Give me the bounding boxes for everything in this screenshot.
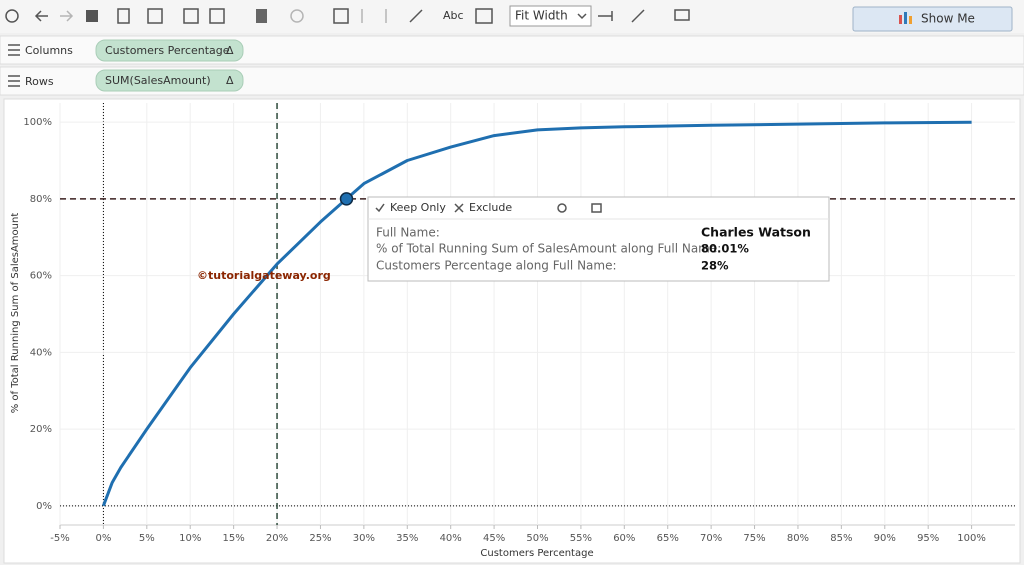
x-tick-label: 50% bbox=[526, 533, 548, 544]
shelf-label: Rows bbox=[25, 75, 54, 88]
plot: -5% 0% 5% 10% 15% 20% 25% 30% 35% 40% 45% 50% 55% 60%… bbox=[23, 103, 1015, 544]
label-button[interactable]: Abc bbox=[443, 9, 464, 22]
new-sheet-icon[interactable] bbox=[147, 8, 163, 24]
chart-icon[interactable] bbox=[475, 8, 493, 24]
duplicate-icon[interactable] bbox=[183, 8, 199, 24]
keep-only[interactable]: Keep Only bbox=[390, 201, 446, 214]
y-tick-label: 80% bbox=[30, 194, 52, 205]
pill-icon: Δ bbox=[226, 74, 234, 87]
group-icon[interactable] bbox=[409, 9, 423, 23]
x-tick-label: 80% bbox=[787, 533, 809, 544]
sort-icons[interactable] bbox=[361, 9, 387, 23]
tooltip-value: Charles Watson bbox=[701, 225, 811, 240]
x-tick-label: 40% bbox=[440, 533, 462, 544]
fit-dropdown[interactable] bbox=[509, 5, 592, 27]
watermark: ©tutorialgateway.org bbox=[197, 269, 331, 282]
pill[interactable] bbox=[95, 39, 244, 62]
pill[interactable] bbox=[95, 69, 244, 92]
presentation-icon[interactable] bbox=[674, 9, 690, 21]
show-me-label: Show Me bbox=[921, 12, 975, 26]
fit-label: Fit Width bbox=[515, 9, 568, 23]
x-tick-label: 25% bbox=[309, 533, 331, 544]
x-tick-label: 30% bbox=[353, 533, 375, 544]
pill-icon: Δ bbox=[226, 44, 234, 57]
toolbar-icons bbox=[5, 5, 1013, 32]
y-tick-label: 100% bbox=[23, 117, 52, 128]
logo-icon[interactable] bbox=[5, 9, 19, 23]
x-tick-label: 70% bbox=[700, 533, 722, 544]
pin-icon[interactable] bbox=[598, 11, 613, 21]
x-tick-label: 0% bbox=[95, 533, 111, 544]
x-tick-label: 5% bbox=[139, 533, 155, 544]
tooltip-label: Full Name: bbox=[376, 226, 440, 240]
line bbox=[101, 120, 972, 507]
view-area bbox=[3, 98, 1021, 564]
x-tick-label: 100% bbox=[957, 533, 986, 544]
x-tick-label: 65% bbox=[657, 533, 679, 544]
view-data-icon[interactable] bbox=[591, 203, 602, 213]
show-me-icon bbox=[909, 16, 912, 24]
tooltip-value: 28% bbox=[701, 259, 729, 273]
x-tick-label: -5% bbox=[50, 533, 69, 544]
x-tick-label: 35% bbox=[396, 533, 418, 544]
x-icon bbox=[454, 203, 464, 213]
show-me-icon bbox=[904, 12, 907, 24]
x-tick-label: 55% bbox=[570, 533, 592, 544]
y-tick-label: 20% bbox=[30, 424, 52, 435]
x-tick-label: 45% bbox=[483, 533, 505, 544]
highlight-icon[interactable] bbox=[631, 9, 645, 23]
x-tick-label: 85% bbox=[830, 533, 852, 544]
tooltip-value: 80.01% bbox=[701, 242, 749, 256]
pill-label: SUM(SalesAmount) bbox=[105, 74, 211, 87]
shelf-label: Columns bbox=[25, 44, 73, 57]
highlight-point bbox=[339, 192, 354, 206]
tooltip-label: % of Total Running Sum of SalesAmount al… bbox=[376, 242, 721, 256]
x-tick-label: 10% bbox=[179, 533, 201, 544]
tooltip-label: Customers Percentage along Full Name: bbox=[376, 259, 617, 273]
undo-icon[interactable] bbox=[34, 10, 48, 22]
group-icon[interactable] bbox=[557, 203, 567, 213]
clear-icon[interactable] bbox=[209, 8, 225, 24]
dropdown-arrow bbox=[577, 13, 587, 20]
check-icon bbox=[375, 203, 385, 213]
x-tick-label: 15% bbox=[223, 533, 245, 544]
exclude[interactable]: Exclude bbox=[469, 201, 512, 214]
y-axis-title: % of Total Running Sum of SalesAmount bbox=[10, 213, 21, 414]
rows-icon bbox=[8, 75, 20, 87]
y-tick-label: 0% bbox=[36, 501, 52, 512]
x-tick-label: 90% bbox=[874, 533, 896, 544]
columns-icon bbox=[8, 44, 20, 56]
redo-icon[interactable] bbox=[60, 10, 74, 22]
tooltip-box bbox=[367, 196, 830, 282]
tooltip: Keep Only Exclude Full Name: Charles Wat… bbox=[367, 196, 830, 282]
x-tick-label: 75% bbox=[743, 533, 765, 544]
x-tick-label: 20% bbox=[266, 533, 288, 544]
show-me-button[interactable] bbox=[852, 6, 1013, 32]
y-tick-label: 60% bbox=[30, 271, 52, 282]
x-tick-label: 60% bbox=[613, 533, 635, 544]
pill-label: Customers Percentage bbox=[105, 44, 230, 57]
x-axis-title: Customers Percentage bbox=[480, 548, 593, 559]
pause-icon[interactable] bbox=[256, 9, 267, 23]
x-tick-label: 95% bbox=[917, 533, 939, 544]
save-icon[interactable] bbox=[86, 10, 98, 22]
y-tick-label: 40% bbox=[30, 347, 52, 358]
swap-icon[interactable] bbox=[333, 8, 349, 24]
refresh-icon[interactable] bbox=[290, 9, 304, 23]
show-me-icon bbox=[899, 15, 902, 24]
new-source-icon[interactable] bbox=[117, 8, 130, 24]
